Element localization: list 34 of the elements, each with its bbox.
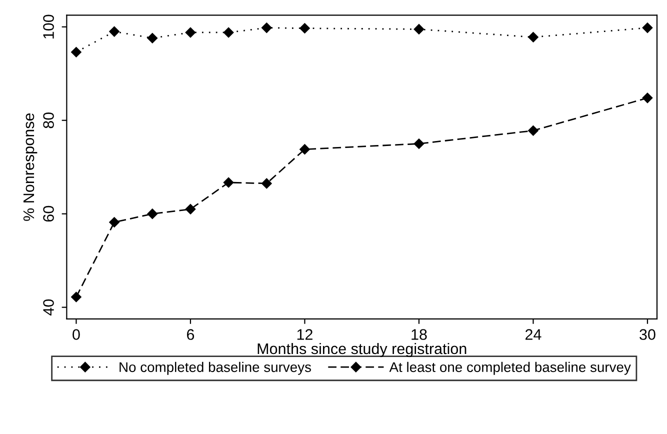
point [642, 22, 653, 33]
x-tick-label: 30 [640, 329, 656, 340]
x-axis-title: Months since study registration [258, 342, 466, 358]
point [147, 208, 158, 219]
point [262, 178, 272, 189]
x-tick-label: 0 [72, 329, 80, 340]
x-tick-label: 24 [525, 329, 542, 340]
point [185, 204, 196, 214]
y-tick-label: 80 [43, 112, 54, 128]
x-tick-label: 6 [187, 329, 194, 340]
point [642, 92, 653, 104]
point [109, 217, 120, 228]
point [528, 126, 538, 136]
point [262, 22, 272, 33]
y-tick-label: 100 [43, 14, 54, 38]
point [528, 32, 538, 42]
point [71, 47, 82, 58]
legend-label: At least one completed baseline survey [389, 362, 631, 375]
point [414, 24, 424, 34]
point [300, 23, 310, 34]
point [71, 292, 82, 302]
point [109, 26, 120, 37]
point [185, 27, 196, 38]
point [414, 138, 424, 149]
point [223, 27, 234, 38]
y-tick-label: 60 [43, 206, 54, 222]
legend-label: No completed baseline surveys [120, 362, 311, 375]
y-tick-label: 40 [43, 299, 54, 316]
point [147, 32, 158, 44]
x-tick-label: 12 [297, 329, 312, 340]
point [300, 144, 310, 154]
point [223, 177, 234, 188]
y-axis-title: % Nonresponse [23, 113, 38, 221]
x-tick-label: 18 [412, 329, 427, 340]
